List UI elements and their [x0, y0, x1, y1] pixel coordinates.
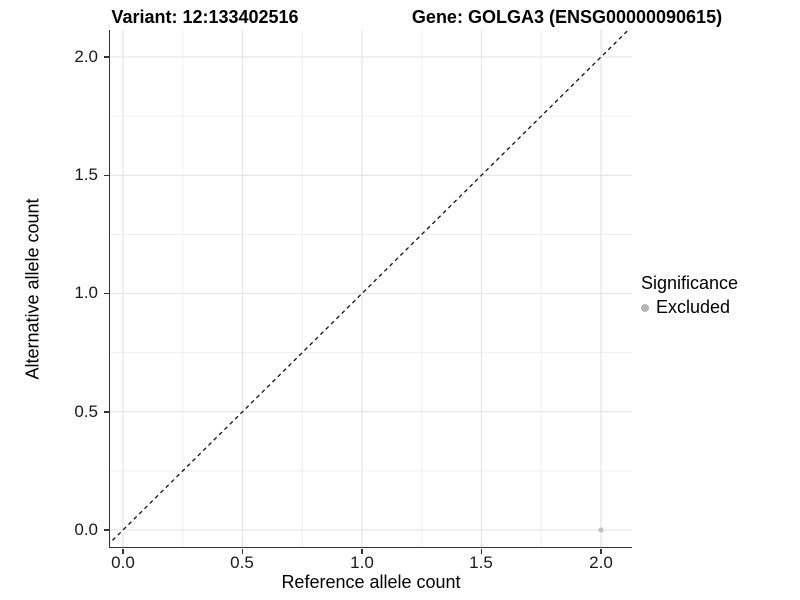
x-axis-tick: [241, 548, 244, 554]
y-tick-label: 0.0: [74, 520, 98, 539]
y-tick-label: 0.5: [74, 402, 98, 421]
circle-marker-icon: [641, 303, 649, 312]
x-tick-label: 2.0: [589, 553, 613, 572]
y-tick-label: 2.0: [74, 47, 98, 66]
x-axis-tick: [361, 548, 363, 554]
y-axis-title: Alternative allele count: [22, 198, 43, 380]
x-tick-label: 1.5: [469, 553, 493, 572]
legend: Significance Excluded: [641, 273, 738, 318]
y-axis-tick: [103, 292, 109, 295]
x-axis-tick: [600, 548, 602, 554]
plot-panel: [108, 30, 632, 548]
legend-item-excluded: Excluded: [641, 297, 738, 318]
y-axis-tick: [103, 529, 109, 531]
y-axis-tick: [103, 174, 109, 176]
y-axis-tick: [103, 411, 109, 413]
data-point: [597, 527, 604, 533]
x-tick-label: 1.0: [350, 553, 374, 572]
x-tick-label: 0.5: [230, 553, 254, 572]
identity-reference-line: [109, 30, 629, 544]
legend-item-label: Excluded: [656, 297, 731, 317]
y-tick-label: 1.5: [74, 165, 98, 184]
x-tick-label: 0.0: [111, 553, 135, 572]
x-axis-tick: [480, 548, 483, 554]
plot-title-gene: Gene: GOLGA3 (ENSG00000090615): [411, 7, 723, 27]
plot-title-variant: Variant: 12:133402516: [111, 7, 299, 27]
x-axis-tick: [122, 548, 124, 554]
plot-area-svg: [109, 30, 632, 547]
legend-title: Significance: [641, 273, 739, 293]
y-tick-label: 1.0: [74, 283, 98, 302]
y-axis-tick: [103, 56, 109, 58]
x-axis-title: Reference allele count: [281, 572, 461, 592]
